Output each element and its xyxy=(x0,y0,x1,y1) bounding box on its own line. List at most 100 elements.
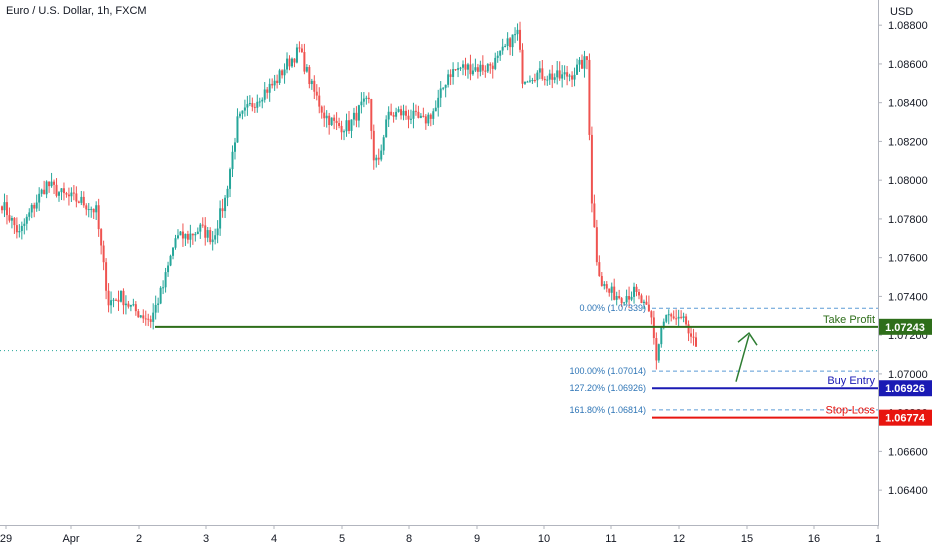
candle-body[interactable] xyxy=(372,130,375,161)
candle-body[interactable] xyxy=(350,119,353,131)
candle-body[interactable] xyxy=(481,64,484,71)
candle-body[interactable] xyxy=(238,113,241,117)
candle-body[interactable] xyxy=(95,205,98,213)
candle-body[interactable] xyxy=(122,290,125,306)
candle-body[interactable] xyxy=(348,120,350,131)
candle-body[interactable] xyxy=(695,337,697,347)
candle-body[interactable] xyxy=(640,295,643,304)
candle-body[interactable] xyxy=(38,193,41,203)
candle-body[interactable] xyxy=(533,80,536,82)
candle-body[interactable] xyxy=(365,97,368,99)
candle-body[interactable] xyxy=(409,118,412,120)
candle-body[interactable] xyxy=(343,131,346,133)
candle-body[interactable] xyxy=(516,29,519,35)
candle-body[interactable] xyxy=(452,69,455,77)
candle-body[interactable] xyxy=(320,106,323,113)
candle-body[interactable] xyxy=(625,296,628,303)
candle-body[interactable] xyxy=(665,314,668,322)
candle-body[interactable] xyxy=(315,91,318,96)
candle-body[interactable] xyxy=(352,112,355,120)
candle-body[interactable] xyxy=(670,314,673,317)
candle-body[interactable] xyxy=(67,194,70,197)
candle-body[interactable] xyxy=(266,89,269,93)
candle-body[interactable] xyxy=(613,286,616,300)
candle-body[interactable] xyxy=(476,67,479,72)
candle-body[interactable] xyxy=(571,75,574,80)
candle-body[interactable] xyxy=(427,114,430,124)
candle-body[interactable] xyxy=(325,115,328,119)
candle-body[interactable] xyxy=(593,203,596,228)
candle-body[interactable] xyxy=(221,208,224,212)
candle-body[interactable] xyxy=(588,59,591,135)
candle-body[interactable] xyxy=(367,97,370,100)
candle-body[interactable] xyxy=(50,181,53,187)
candle-body[interactable] xyxy=(167,265,170,273)
candle-body[interactable] xyxy=(214,235,217,240)
candle-body[interactable] xyxy=(526,81,529,83)
candle-body[interactable] xyxy=(419,115,422,118)
candle-body[interactable] xyxy=(196,231,199,234)
candle-body[interactable] xyxy=(159,287,162,304)
candle-body[interactable] xyxy=(417,111,420,118)
candle-body[interactable] xyxy=(281,70,284,76)
candle-body[interactable] xyxy=(328,115,331,126)
candle-body[interactable] xyxy=(486,64,489,72)
candle-body[interactable] xyxy=(585,56,588,60)
candle-body[interactable] xyxy=(514,34,517,36)
candle-body[interactable] xyxy=(437,97,440,108)
candle-body[interactable] xyxy=(682,316,685,318)
candle-body[interactable] xyxy=(70,192,73,197)
candle-body[interactable] xyxy=(422,115,425,117)
candle-body[interactable] xyxy=(8,215,11,221)
candle-body[interactable] xyxy=(474,67,477,71)
candle-body[interactable] xyxy=(276,80,279,83)
candle-body[interactable] xyxy=(246,104,249,108)
candle-body[interactable] xyxy=(144,318,147,320)
candle-body[interactable] xyxy=(112,299,115,301)
candle-body[interactable] xyxy=(677,316,680,319)
candle-body[interactable] xyxy=(610,286,613,293)
candle-body[interactable] xyxy=(172,247,175,256)
candle-body[interactable] xyxy=(127,303,130,307)
candle-body[interactable] xyxy=(117,299,120,302)
candle-body[interactable] xyxy=(494,57,497,69)
candle-body[interactable] xyxy=(511,34,514,48)
candle-body[interactable] xyxy=(635,286,638,292)
candle-body[interactable] xyxy=(268,83,271,93)
candle-body[interactable] xyxy=(429,114,432,119)
candle-body[interactable] xyxy=(154,304,157,313)
candle-body[interactable] xyxy=(5,202,8,216)
candle-body[interactable] xyxy=(471,70,474,75)
candle-body[interactable] xyxy=(139,315,142,318)
candle-body[interactable] xyxy=(224,197,227,212)
candlestick-series[interactable] xyxy=(1,21,697,370)
candle-body[interactable] xyxy=(184,233,187,239)
candle-body[interactable] xyxy=(672,316,675,319)
candle-body[interactable] xyxy=(295,47,298,63)
candle-body[interactable] xyxy=(491,65,494,69)
candle-body[interactable] xyxy=(504,45,507,47)
candle-body[interactable] xyxy=(18,230,21,233)
candle-body[interactable] xyxy=(23,223,26,226)
candle-body[interactable] xyxy=(573,74,576,80)
candle-body[interactable] xyxy=(13,218,16,226)
candle-body[interactable] xyxy=(630,296,633,300)
candle-body[interactable] xyxy=(323,112,326,119)
candle-body[interactable] xyxy=(509,38,512,48)
candle-body[interactable] xyxy=(28,212,31,217)
candle-body[interactable] xyxy=(43,189,46,195)
candle-body[interactable] xyxy=(521,49,524,84)
candle-body[interactable] xyxy=(506,38,509,46)
candle-body[interactable] xyxy=(308,67,311,85)
candle-body[interactable] xyxy=(650,311,653,318)
candle-body[interactable] xyxy=(226,188,229,198)
candle-body[interactable] xyxy=(164,272,167,288)
candle-body[interactable] xyxy=(657,344,660,361)
candle-body[interactable] xyxy=(97,205,100,230)
candle-body[interactable] xyxy=(65,193,68,195)
candle-body[interactable] xyxy=(551,73,554,80)
candle-body[interactable] xyxy=(687,324,690,334)
candle-body[interactable] xyxy=(58,192,61,196)
candle-body[interactable] xyxy=(484,70,487,72)
candle-body[interactable] xyxy=(563,72,566,75)
